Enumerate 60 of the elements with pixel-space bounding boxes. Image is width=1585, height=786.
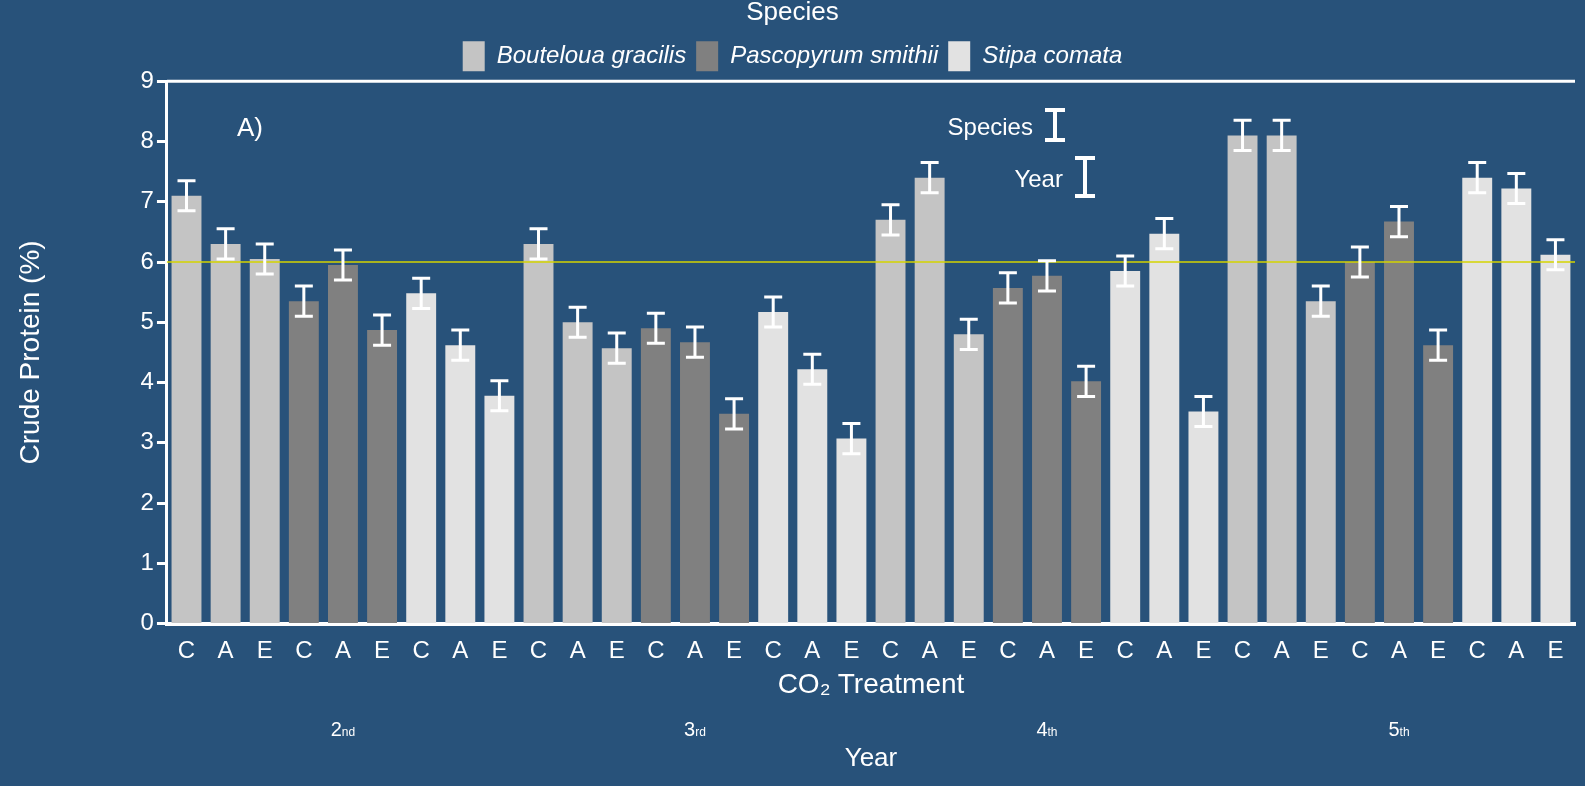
x-tick-label: C bbox=[881, 635, 900, 663]
y-tick-label: 1 bbox=[140, 547, 154, 575]
annotation: A) bbox=[236, 112, 263, 143]
x-tick-label: C bbox=[1351, 635, 1369, 663]
legend-label: Bouteloua gracilis bbox=[496, 40, 687, 68]
x-tick-label: E bbox=[726, 635, 743, 663]
y-tick-label: 0 bbox=[140, 608, 154, 636]
x-tick-label: E bbox=[1312, 635, 1329, 663]
x-tick-label: A bbox=[1508, 635, 1525, 663]
y-tick-label: 8 bbox=[140, 126, 154, 154]
x-tick-label: E bbox=[843, 635, 860, 663]
text: 2nd bbox=[330, 717, 356, 740]
x-tick-label: A bbox=[569, 635, 586, 663]
x-tick-label: E bbox=[1430, 635, 1447, 663]
x-tick-label: A bbox=[921, 635, 938, 663]
x-tick-label: C bbox=[295, 635, 313, 663]
legend-label: Stipa comata bbox=[982, 40, 1123, 68]
x-tick-label: A bbox=[217, 635, 234, 663]
text: 5th bbox=[1388, 717, 1410, 740]
y-tick-label: 5 bbox=[140, 306, 154, 334]
x-tick-label: A bbox=[1038, 635, 1055, 663]
x-tick-label: A bbox=[452, 635, 469, 663]
y-tick-label: 3 bbox=[140, 427, 154, 455]
x-tick-label: A bbox=[1273, 635, 1290, 663]
x-tick-label: C bbox=[1233, 635, 1252, 663]
x-tick-label: C bbox=[1116, 635, 1134, 663]
x-tick-label: E bbox=[1195, 635, 1212, 663]
x-tick-label: A bbox=[1390, 635, 1407, 663]
x-tick-label: E bbox=[256, 635, 273, 663]
x-tick-label: C bbox=[764, 635, 782, 663]
x-tick-label: E bbox=[608, 635, 625, 663]
x-tick-label: A bbox=[804, 635, 821, 663]
y-tick-label: 9 bbox=[140, 65, 154, 93]
x-tick-label: C bbox=[412, 635, 430, 663]
x-tick-label: A bbox=[334, 635, 351, 663]
annotation: Year bbox=[1014, 165, 1063, 193]
x-tick-label: C bbox=[177, 635, 196, 663]
y-tick-label: 4 bbox=[140, 367, 154, 395]
x-tick-label: E bbox=[1547, 635, 1564, 663]
x-tick-label: C bbox=[999, 635, 1017, 663]
x-tick-label: A bbox=[1156, 635, 1173, 663]
x-axis-title: CO₂ Treatment bbox=[777, 667, 965, 699]
x-tick-label: E bbox=[1078, 635, 1095, 663]
y-tick-label: 6 bbox=[140, 246, 154, 274]
legend-title: Species bbox=[746, 0, 839, 27]
x-tick-label: C bbox=[647, 635, 665, 663]
x-tick-label: E bbox=[491, 635, 508, 663]
x-tick-label: A bbox=[686, 635, 703, 663]
x-tick-label: E bbox=[374, 635, 391, 663]
text: 3rd bbox=[684, 717, 706, 740]
text: 4th bbox=[1036, 717, 1058, 740]
x-tick-label: C bbox=[529, 635, 548, 663]
text: Year bbox=[844, 741, 898, 772]
annotation: Species bbox=[947, 113, 1033, 141]
x-tick-label: C bbox=[1468, 635, 1486, 663]
y-tick-label: 2 bbox=[140, 487, 154, 515]
y-axis-title: Crude Protein (%) bbox=[13, 240, 45, 465]
x-tick-label: E bbox=[960, 635, 977, 663]
y-tick-label: 7 bbox=[140, 186, 154, 214]
legend-label: Pascopyrum smithii bbox=[730, 40, 939, 68]
